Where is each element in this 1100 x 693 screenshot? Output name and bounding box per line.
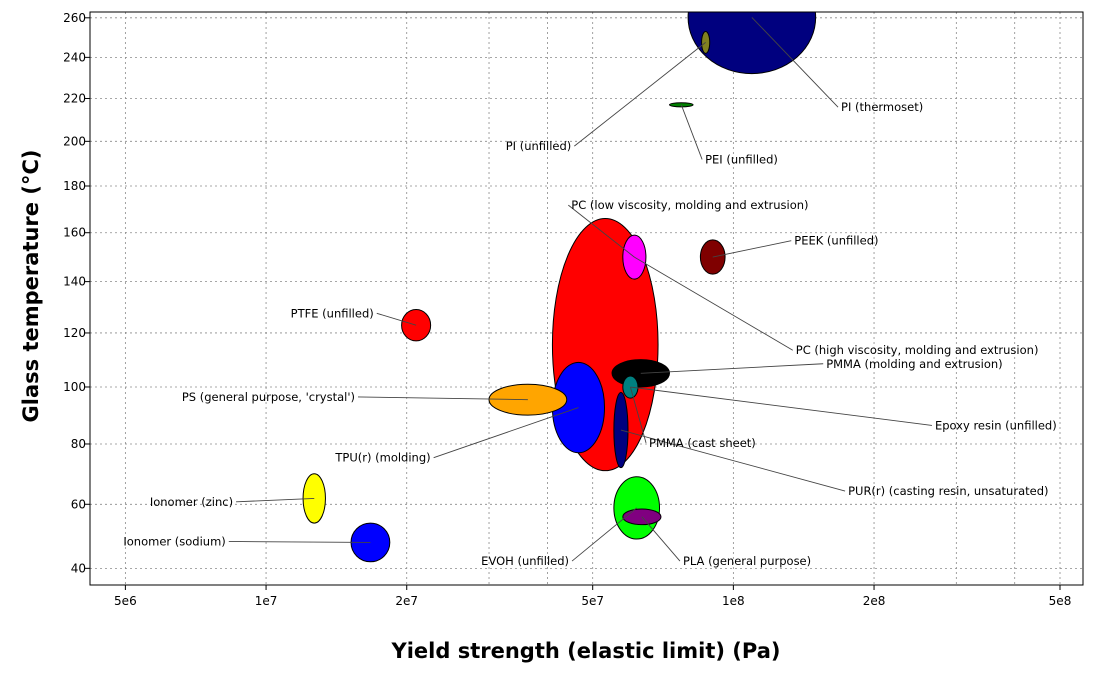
material-label: PMMA (molding and extrusion)	[826, 357, 1002, 371]
material-label: EVOH (unfilled)	[481, 554, 569, 568]
material-label: PC (high viscosity, molding and extrusio…	[796, 343, 1039, 357]
leader-line	[357, 396, 528, 401]
bubble-ionomer-zinc-[interactable]	[302, 473, 326, 524]
y-axis-ticks: 40 60 80 100 120 140 160 180 200 220 240 260	[63, 11, 90, 575]
material-label: PLA (general purpose)	[683, 554, 811, 568]
bubble-pi-thermoset-[interactable]	[687, 0, 817, 75]
material-label: PS (general purpose, 'crystal')	[182, 390, 355, 404]
y-tick-label: 180	[63, 179, 86, 193]
leader-line	[574, 42, 706, 147]
leader-line	[228, 541, 371, 543]
y-tick-label: 60	[71, 497, 86, 511]
leader-line	[641, 516, 681, 562]
y-tick-label: 80	[71, 437, 86, 451]
material-label: PMMA (cast sheet)	[649, 436, 756, 450]
material-label: PUR(r) (casting resin, unsaturated)	[848, 484, 1048, 498]
leader-line	[712, 240, 792, 258]
y-tick-label: 100	[63, 380, 86, 394]
leader-line	[751, 17, 839, 108]
leader-line	[680, 104, 703, 160]
material-label: Ionomer (zinc)	[150, 495, 233, 509]
x-tick-label: 5e8	[1049, 594, 1072, 608]
x-tick-label: 5e7	[581, 594, 604, 608]
leader-line	[571, 507, 637, 562]
leader-line	[629, 386, 647, 444]
material-label: Ionomer (sodium)	[123, 534, 225, 548]
y-tick-label: 140	[63, 275, 86, 289]
material-label: PTFE (unfilled)	[291, 306, 374, 320]
y-tick-label: 120	[63, 326, 86, 340]
plot-frame	[89, 11, 1084, 586]
leader-line	[630, 386, 933, 426]
y-tick-label: 40	[71, 561, 86, 575]
material-label: PI (unfilled)	[506, 139, 572, 153]
leader-line	[634, 256, 793, 351]
x-axis-title: Yield strength (elastic limit) (Pa)	[391, 639, 781, 663]
leader-line	[640, 363, 824, 374]
x-axis-ticks: 5e6 1e7 2e7 5e7 1e8 2e8 5e8	[114, 585, 1071, 608]
material-label: PEI (unfilled)	[705, 152, 778, 166]
x-tick-label: 5e6	[114, 594, 137, 608]
leader-line	[376, 312, 417, 326]
material-label: TPU(r) (molding)	[334, 451, 430, 465]
y-tick-label: 220	[63, 91, 86, 105]
x-tick-label: 1e8	[722, 594, 745, 608]
y-axis-title: Glass temperature (°C)	[19, 150, 43, 423]
x-tick-label: 2e8	[863, 594, 886, 608]
y-tick-label: 240	[63, 50, 86, 64]
material-label: PI (thermoset)	[841, 100, 923, 114]
material-label: PEEK (unfilled)	[794, 234, 878, 248]
y-tick-label: 260	[63, 11, 86, 25]
material-labels: PI (thermoset) PI (unfilled) PEI (unfilled…	[123, 100, 1056, 568]
leader-lines	[228, 17, 933, 562]
x-tick-label: 1e7	[255, 594, 278, 608]
leader-line	[620, 429, 846, 492]
leader-line	[568, 204, 635, 258]
leader-line	[433, 407, 579, 459]
y-tick-label: 160	[63, 226, 86, 240]
material-label: PC (low viscosity, molding and extrusion…	[571, 198, 808, 212]
y-tick-label: 200	[63, 134, 86, 148]
x-tick-label: 2e7	[395, 594, 418, 608]
leader-line	[236, 497, 315, 503]
material-label: Epoxy resin (unfilled)	[935, 418, 1057, 432]
